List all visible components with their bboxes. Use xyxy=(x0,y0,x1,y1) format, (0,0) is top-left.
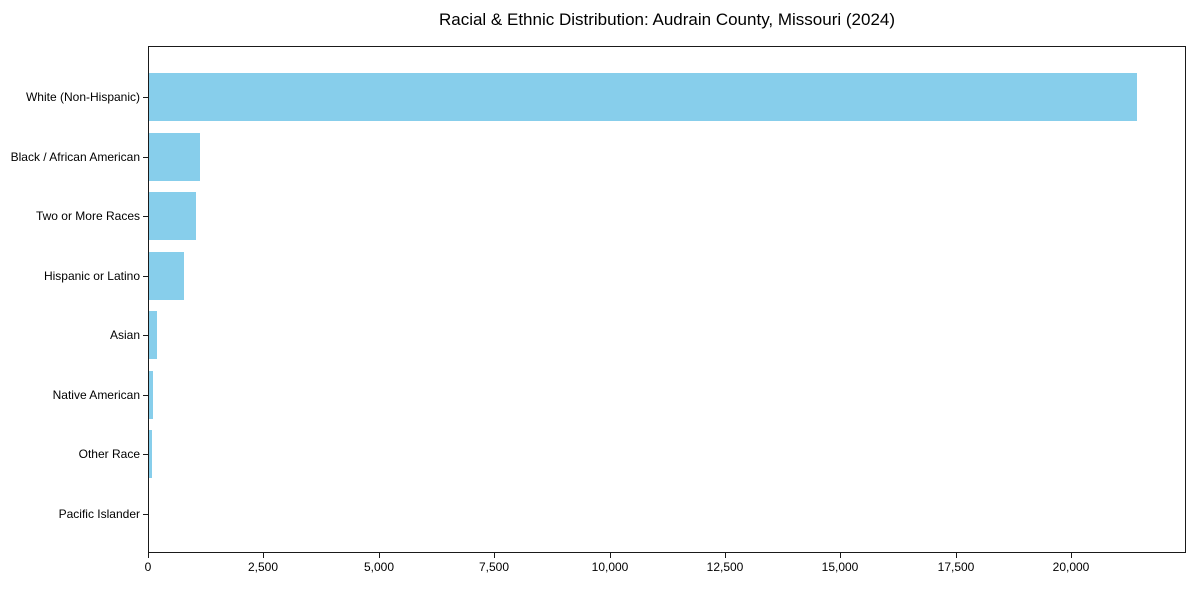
y-tick-label: Hispanic or Latino xyxy=(43,269,140,283)
x-tick-mark xyxy=(956,553,957,558)
bar-two-or-more-races xyxy=(149,192,196,241)
x-tick-label: 20,000 xyxy=(1052,560,1090,574)
x-tick-label: 15,000 xyxy=(821,560,859,574)
y-tick-mark xyxy=(143,335,148,336)
y-tick-mark xyxy=(143,395,148,396)
plot-area xyxy=(148,46,1186,553)
y-tick-mark xyxy=(143,216,148,217)
y-tick-mark xyxy=(143,157,148,158)
y-tick-label: White (Non-Hispanic) xyxy=(25,90,140,104)
y-tick-label: Black / African American xyxy=(10,150,140,164)
x-tick-label: 17,500 xyxy=(937,560,975,574)
bar-hispanic-or-latino xyxy=(149,251,184,300)
y-tick-mark xyxy=(143,97,148,98)
y-tick-label: Native American xyxy=(52,388,140,402)
y-tick-label: Asian xyxy=(109,328,140,342)
bar-asian xyxy=(149,311,157,360)
x-tick-mark xyxy=(263,553,264,558)
x-tick-label: 5,000 xyxy=(363,560,395,574)
x-tick-label: 0 xyxy=(144,560,152,574)
x-tick-label: 12,500 xyxy=(706,560,744,574)
x-tick-mark xyxy=(1071,553,1072,558)
x-tick-mark xyxy=(494,553,495,558)
y-tick-label: Other Race xyxy=(78,447,140,461)
y-tick-label: Two or More Races xyxy=(35,209,140,223)
y-tick-mark xyxy=(143,454,148,455)
x-tick-mark xyxy=(840,553,841,558)
y-tick-label: Pacific Islander xyxy=(58,507,140,521)
x-tick-label: 2,500 xyxy=(247,560,279,574)
x-tick-mark xyxy=(379,553,380,558)
chart-title: Racial & Ethnic Distribution: Audrain Co… xyxy=(438,10,896,29)
y-tick-mark xyxy=(143,514,148,515)
x-tick-mark xyxy=(148,553,149,558)
x-tick-mark xyxy=(725,553,726,558)
x-tick-label: 10,000 xyxy=(591,560,629,574)
x-tick-mark xyxy=(610,553,611,558)
bar-black-african-american xyxy=(149,132,200,181)
bar-other-race xyxy=(149,430,152,479)
y-tick-mark xyxy=(143,276,148,277)
x-tick-label: 7,500 xyxy=(478,560,510,574)
bar-white-non-hispanic xyxy=(149,73,1137,121)
bar-native-american xyxy=(149,370,153,419)
